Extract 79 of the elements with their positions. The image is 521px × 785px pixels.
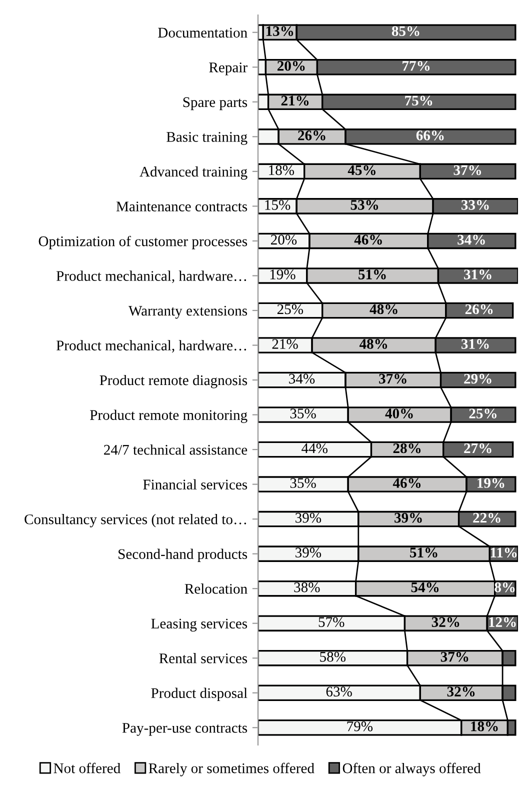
data-label: 48% (359, 339, 388, 349)
y-tick-label: Consultancy services (not related to… (24, 514, 246, 528)
data-label: 46% (354, 234, 382, 245)
data-label: 21% (281, 96, 309, 106)
y-tick-label: Product mechanical, hardware… (56, 270, 246, 284)
y-tick-label: Optimization of customer processes (38, 236, 248, 250)
data-label: 39% (394, 512, 422, 523)
y-tick-label: Warranty extensions (128, 306, 248, 319)
y-tick-label: Leasing services (151, 618, 248, 632)
data-label: 85% (392, 26, 420, 36)
data-label: 18% (269, 165, 294, 176)
y-tick-label: Rental services (159, 653, 248, 664)
data-label: 27% (464, 443, 492, 454)
data-label: 21% (272, 339, 298, 349)
y-tick-label: Product remote diagnosis (100, 374, 248, 388)
data-label: 35% (290, 478, 316, 488)
data-label: 11% (490, 548, 517, 558)
data-label: 63% (326, 686, 352, 697)
data-label: 58% (320, 652, 346, 662)
y-tick-label: Documentation (158, 28, 248, 38)
legend-label: Rarely or sometimes offered (148, 762, 314, 776)
data-label: 40% (385, 408, 413, 418)
data-label: 51% (410, 548, 438, 558)
legend-label: Often or always offered (342, 762, 481, 776)
y-tick-label: Repair (209, 62, 248, 76)
data-label: 44% (302, 443, 328, 454)
data-label: 31% (464, 270, 492, 280)
data-label: 12% (489, 617, 516, 628)
y-tick-label: Relocation (184, 584, 248, 594)
data-label: 20% (277, 60, 305, 71)
data-label: 45% (348, 165, 376, 176)
data-label: 34% (289, 374, 315, 384)
y-tick-label: Product disposal (151, 688, 248, 702)
data-label: 35% (290, 408, 316, 418)
data-label: 39% (296, 512, 322, 523)
data-label: 38% (294, 582, 320, 592)
data-label: 66% (416, 130, 444, 140)
data-label: 48% (370, 304, 398, 314)
data-label: 37% (440, 652, 468, 662)
data-label: 19% (270, 270, 296, 280)
y-tick-label: Financial services (143, 479, 248, 490)
data-label: 26% (465, 304, 493, 314)
data-label: 19% (478, 478, 504, 488)
data-label: 32% (432, 617, 460, 628)
y-tick-label: Product remote monitoring (90, 410, 248, 423)
data-label: 31% (461, 339, 489, 349)
data-label: 51% (358, 270, 386, 280)
y-tick-label: Basic training (166, 132, 248, 145)
data-label: 79% (347, 721, 373, 732)
data-label: 54% (411, 582, 439, 592)
data-label: 53% (350, 200, 378, 210)
data-label: 77% (402, 60, 430, 71)
y-tick-label: Product mechanical, hardware… (56, 340, 246, 353)
data-label: 15% (265, 200, 290, 210)
data-label: 46% (392, 478, 421, 488)
data-label: 32% (447, 686, 475, 697)
data-label: 25% (469, 408, 496, 418)
legend-label: Not offered (54, 762, 120, 774)
data-label: 39% (296, 548, 322, 558)
data-label: 75% (405, 96, 432, 106)
data-label: 13% (266, 26, 294, 36)
data-label: 33% (461, 200, 489, 210)
data-label: 22% (473, 512, 500, 523)
data-label: 28% (393, 443, 421, 454)
data-label: 34% (458, 234, 485, 245)
y-tick-label: Pay-per-use contracts (122, 723, 248, 736)
data-label: 37% (454, 165, 482, 176)
y-tick-label: Second-hand products (118, 548, 248, 562)
y-tick-label: Advanced training (140, 166, 248, 180)
data-label: 37% (379, 374, 406, 384)
y-tick-label: 24/7 technical assistance (104, 444, 248, 455)
data-label: 29% (464, 374, 492, 384)
data-label: 26% (298, 130, 326, 140)
y-tick-label: Spare parts (183, 97, 248, 110)
data-label: 25% (277, 304, 304, 314)
data-label: 20% (271, 234, 297, 245)
data-label: 57% (318, 617, 344, 628)
data-label: 18% (471, 721, 498, 732)
y-tick-label: Maintenance contracts (116, 202, 248, 212)
